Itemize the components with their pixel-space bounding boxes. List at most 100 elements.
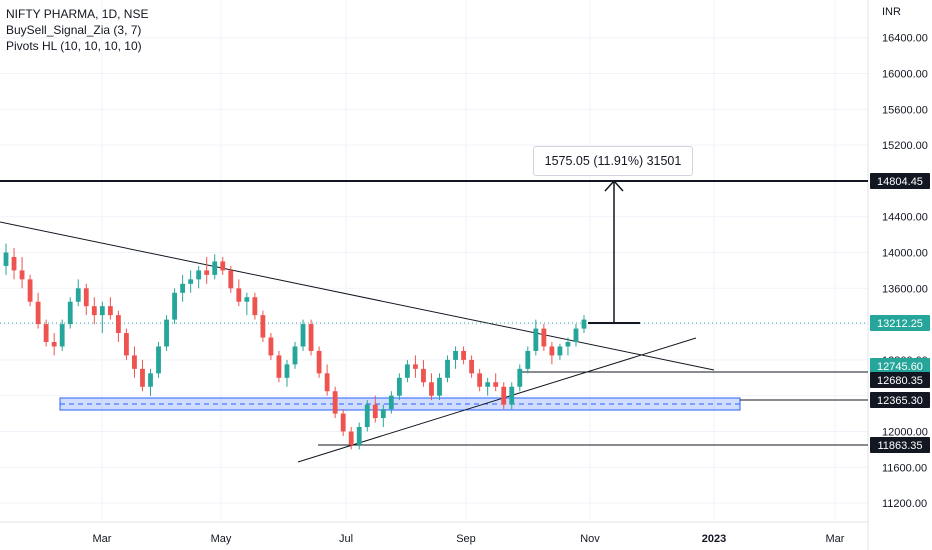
candle: [477, 368, 483, 392]
candle: [268, 333, 274, 360]
candles: [3, 243, 587, 450]
candle: [43, 319, 49, 347]
candle: [132, 346, 137, 378]
candle: [356, 422, 362, 450]
measure-arrow-head: [604, 179, 624, 192]
candle: [220, 256, 226, 275]
candle: [124, 328, 129, 360]
candle: [372, 395, 378, 423]
candle: [180, 274, 186, 302]
candle: [236, 279, 242, 307]
y-tick-label: 13600.00: [882, 283, 928, 295]
candle: [276, 350, 282, 383]
candle: [148, 368, 153, 396]
descending-trendline: [0, 221, 715, 371]
candle: [485, 377, 491, 396]
candle: [107, 297, 113, 320]
x-tick-label: Nov: [580, 533, 600, 545]
candle: [429, 373, 434, 401]
price-label-tag: 12365.30: [870, 392, 930, 408]
candle: [67, 297, 73, 329]
candle: [573, 324, 579, 347]
candle: [292, 341, 298, 369]
candle: [364, 400, 370, 432]
x-tick-label: Sep: [456, 533, 476, 545]
y-tick-label: 15200.00: [882, 140, 928, 152]
candle: [316, 346, 322, 378]
candle: [140, 359, 145, 392]
x-tick-label: May: [211, 533, 232, 545]
candle: [51, 333, 57, 356]
y-tick-label: 11200.00: [882, 498, 927, 510]
candle: [156, 341, 161, 378]
candle: [252, 292, 258, 320]
candle: [188, 270, 194, 293]
candle: [19, 256, 25, 289]
candle: [501, 382, 507, 410]
candle: [453, 346, 458, 369]
candle: [517, 364, 523, 392]
price-label-text: 12745.60: [877, 361, 923, 373]
y-tick-label: 15600.00: [882, 104, 928, 116]
candle: [99, 301, 105, 334]
price-label-tag: 12680.35: [870, 372, 930, 388]
currency-label: INR: [882, 6, 901, 18]
candle: [421, 359, 426, 387]
legend-symbol-title[interactable]: NIFTY PHARMA, 1D, NSE: [6, 7, 149, 21]
candle: [445, 355, 450, 383]
candle: [300, 319, 306, 351]
price-label-tag: 13212.25: [870, 315, 930, 331]
candle: [91, 297, 97, 325]
candle: [244, 292, 250, 316]
candle: [83, 283, 89, 316]
candle: [581, 315, 587, 334]
y-tick-label: 14000.00: [882, 247, 928, 259]
candle: [549, 341, 555, 365]
candle: [212, 254, 218, 280]
candle: [332, 386, 338, 419]
candle: [380, 404, 386, 428]
candle: [525, 346, 531, 374]
x-tick-label: Mar: [826, 533, 845, 545]
candle: [340, 409, 346, 436]
candle: [3, 243, 9, 275]
candle: [59, 319, 65, 351]
candle: [172, 288, 177, 325]
price-label-text: 12365.30: [877, 395, 923, 407]
candle: [541, 324, 547, 351]
candle: [413, 355, 418, 378]
candle: [404, 359, 410, 383]
price-labels: 14804.45 13212.25 12745.60 12680.35 12365.30…: [870, 173, 930, 453]
x-tick-label: Mar: [93, 533, 112, 545]
candle: [11, 248, 17, 280]
price-label-text: 13212.25: [877, 318, 923, 330]
candle: [493, 373, 499, 392]
candle: [348, 427, 354, 450]
legend-indicator-pivots[interactable]: Pivots HL (10, 10, 10, 10): [6, 39, 142, 53]
candle: [461, 346, 466, 365]
y-tick-label: 16400.00: [882, 33, 928, 45]
candle: [533, 319, 539, 356]
candle: [260, 310, 266, 342]
drawings: [0, 179, 868, 463]
candle: [396, 373, 402, 401]
candle: [284, 359, 290, 387]
price-label-tag: 12745.60: [870, 358, 930, 374]
candle: [308, 319, 314, 356]
candle: [565, 337, 571, 356]
candle: [388, 391, 394, 414]
candle: [469, 355, 475, 378]
candle: [324, 364, 330, 396]
chart-legend: NIFTY PHARMA, 1D, NSE BuySell_Signal_Zia…: [6, 6, 148, 54]
price-label-text: 11863.35: [877, 440, 922, 452]
candle: [196, 265, 202, 289]
price-label-tag: 14804.45: [870, 173, 930, 189]
legend-indicator-buysell[interactable]: BuySell_Signal_Zia (3, 7): [6, 23, 142, 37]
grid: [0, 0, 869, 550]
y-tick-label: 12000.00: [882, 426, 928, 438]
candle: [437, 373, 442, 401]
candle: [228, 265, 234, 293]
candle: [557, 343, 563, 360]
x-tick-label: 2023: [702, 533, 726, 545]
